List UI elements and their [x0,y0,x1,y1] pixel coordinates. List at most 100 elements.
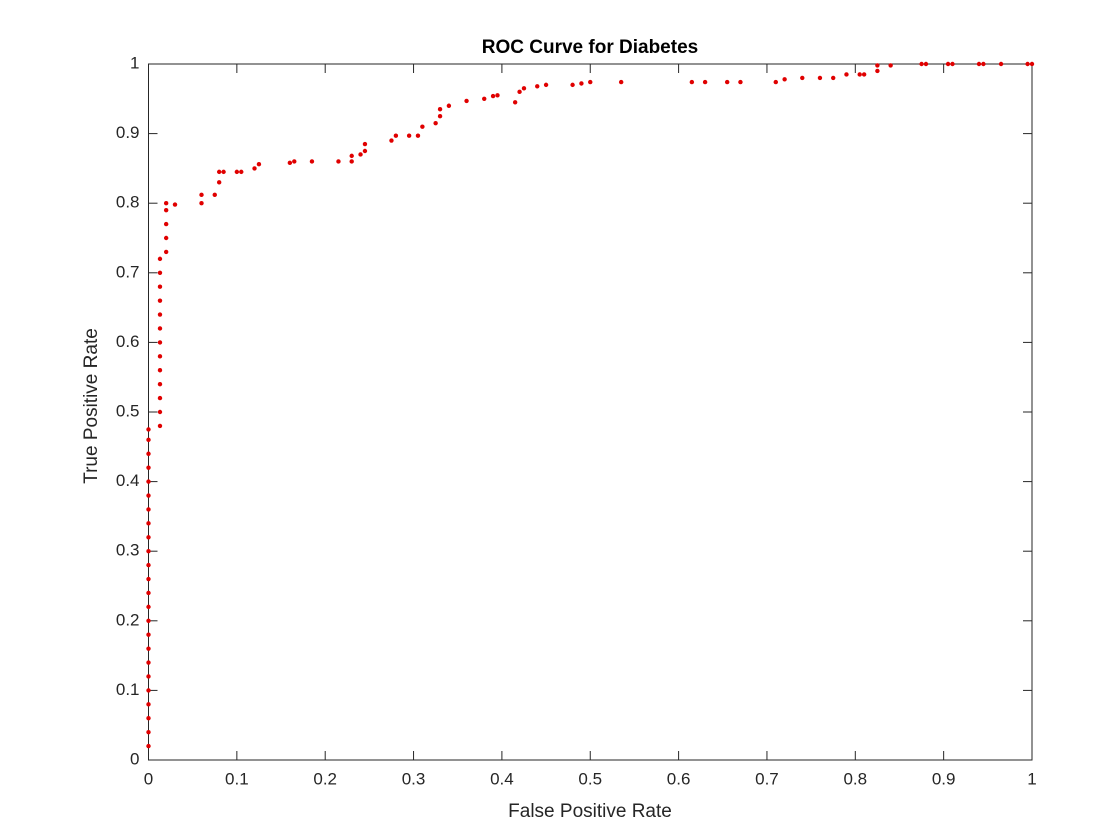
point [724,79,730,85]
point [146,437,151,443]
point [464,98,469,104]
point [216,180,222,185]
point [349,153,354,159]
chart-title: ROC Curve for Diabetes [482,37,698,58]
point [362,141,368,147]
point [146,479,151,484]
point [535,84,540,89]
x-axis-label: False Positive Rate [508,801,672,822]
point [146,549,151,554]
point [146,465,151,470]
point [146,632,151,637]
point [292,159,297,164]
point [482,96,487,102]
point [446,103,452,108]
y-tick-label: 0.7 [116,262,140,281]
point [844,72,849,77]
point [817,75,823,81]
point [517,89,522,95]
point [146,576,151,582]
point [358,152,363,157]
point [146,729,151,735]
x-tick-label: 0.1 [225,769,249,788]
point [252,166,257,171]
point [146,674,151,679]
point [157,298,163,303]
x-tick-label: 0.9 [932,769,956,788]
point [157,395,163,401]
point [163,249,169,255]
point [146,688,151,693]
point [157,340,163,345]
point [420,124,425,129]
y-tick-label: 0.3 [116,541,140,560]
plot-frame [148,63,1033,761]
point [157,409,163,415]
point [234,169,240,175]
point [287,160,293,166]
point [875,63,880,68]
y-tick-label: 0.8 [116,193,140,212]
point [702,79,708,85]
point [362,148,368,154]
point [163,221,169,227]
point [163,207,169,213]
point [1029,61,1035,67]
point [857,72,862,77]
y-tick-label: 0.1 [116,680,140,699]
y-tick-label: 0.4 [116,471,140,490]
point [239,169,244,175]
y-tick-label: 0.9 [116,123,140,142]
point [588,79,593,85]
point [157,312,163,317]
point [570,82,575,88]
point [146,507,151,512]
point [157,284,163,289]
point [199,201,204,206]
point [1025,61,1030,67]
point [415,133,421,138]
point [216,169,222,175]
point [212,192,217,198]
point [221,169,226,175]
point [349,159,354,164]
point [981,61,986,67]
point [998,61,1004,67]
point [199,192,204,198]
point [146,716,151,721]
point [146,660,151,665]
x-tick-label: 0.4 [490,769,514,788]
x-tick-label: 0 [144,769,153,788]
point [861,72,867,77]
point [919,61,924,67]
point [146,493,151,498]
point [875,68,880,74]
point [521,86,527,91]
point [146,451,151,456]
y-tick-label: 0 [130,749,139,768]
point [157,368,163,373]
point [157,381,163,387]
point [689,79,695,85]
point [157,354,163,359]
point [309,159,315,164]
point [923,61,929,67]
x-tick-label: 0.2 [313,769,337,788]
point [543,82,549,88]
point [389,138,394,143]
point [773,79,778,85]
point [406,133,412,138]
point [437,114,443,119]
point [146,618,151,623]
point [157,270,163,275]
point [831,75,836,81]
point [738,79,743,85]
y-tick-label: 0.6 [116,332,140,351]
point [512,100,518,105]
point [495,93,500,98]
point [146,427,151,432]
point [146,521,151,526]
x-tick-label: 0.5 [578,769,602,788]
x-tick-label: 0.8 [843,769,867,788]
